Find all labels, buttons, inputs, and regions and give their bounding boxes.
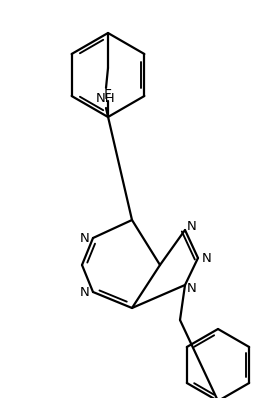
Text: F: F — [104, 88, 112, 102]
Text: N: N — [202, 252, 212, 265]
Text: N: N — [80, 232, 90, 244]
Text: N: N — [187, 220, 197, 234]
Text: N: N — [80, 285, 90, 298]
Text: NH: NH — [96, 92, 116, 105]
Text: N: N — [187, 281, 197, 295]
